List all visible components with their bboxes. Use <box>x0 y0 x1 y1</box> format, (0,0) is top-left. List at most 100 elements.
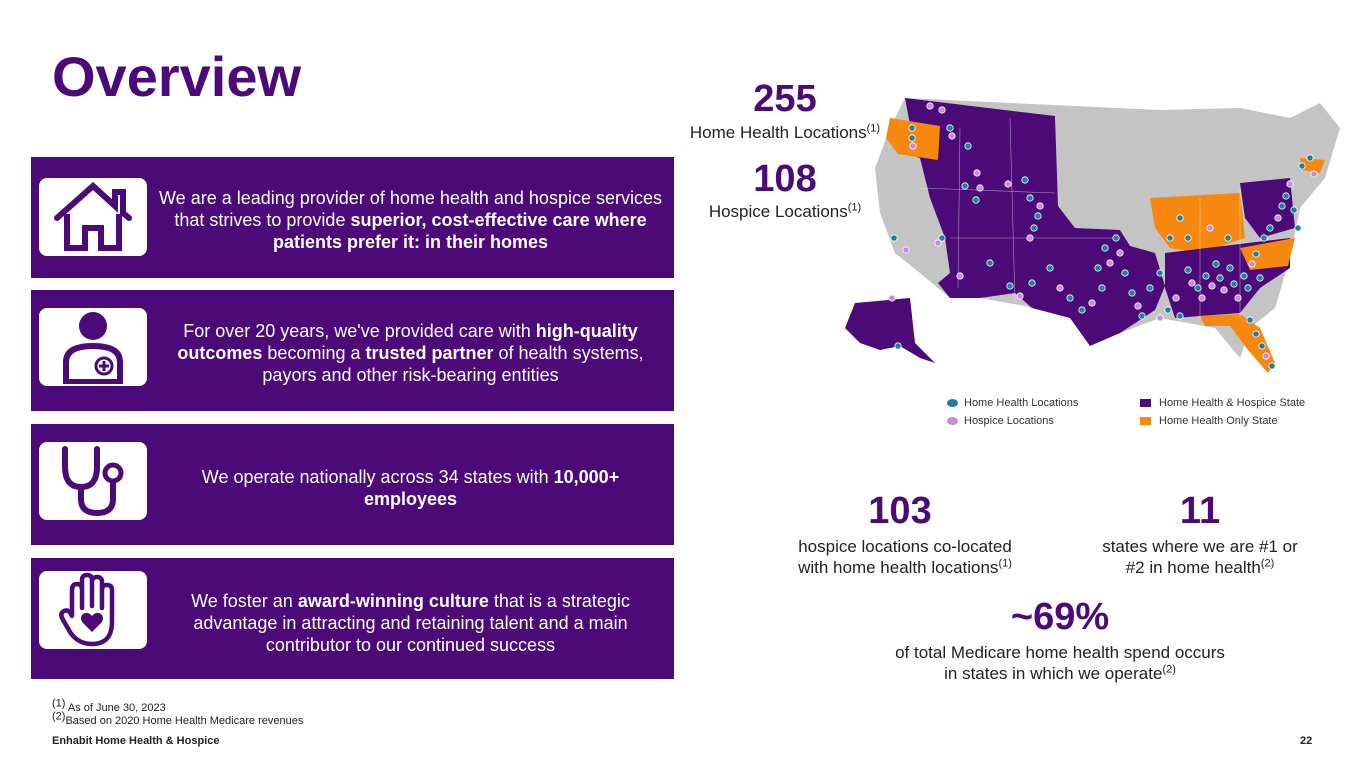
stat-hospice-value: 108 <box>753 158 817 200</box>
home-health-location-dot <box>1240 272 1248 280</box>
home-health-location-dot <box>1244 284 1252 292</box>
map-hh-hospice-west <box>905 98 1165 346</box>
hospice-location-dot <box>1016 292 1024 300</box>
hospice-location-dot <box>1188 279 1196 287</box>
hospice-location-dot <box>1134 302 1142 310</box>
hand-heart-icon <box>59 572 115 647</box>
hospice-location-dot <box>1172 294 1180 302</box>
home-health-location-dot <box>1146 284 1154 292</box>
home-health-location-dot <box>1202 272 1210 280</box>
home-health-location-dot <box>1194 284 1202 292</box>
hospice-location-dot <box>1208 282 1216 290</box>
home-health-location-dot <box>1138 312 1146 320</box>
legend-hospice-locations: Hospice Locations <box>947 415 1054 427</box>
legend-home-health-locations: Home Health Locations <box>947 397 1078 409</box>
map-none-california <box>888 148 950 283</box>
house-icon <box>54 182 132 251</box>
hospice-location-dot <box>934 239 942 247</box>
box-text: We are a leading provider of home health… <box>159 188 662 252</box>
box-text: For over 20 years, we've provided care w… <box>177 321 644 385</box>
home-health-location-dot <box>1028 279 1036 287</box>
info-box-quality: For over 20 years, we've provided care w… <box>31 290 674 411</box>
hospice-location-dot <box>956 272 964 280</box>
home-health-location-dot <box>1268 362 1276 370</box>
hospice-location-dot <box>888 294 896 302</box>
home-health-location-dot <box>1216 274 1224 282</box>
hospice-location-dot <box>926 102 934 110</box>
footer-company: Enhabit Home Health & Hospice <box>52 735 220 747</box>
home-health-location-dot <box>1166 234 1174 242</box>
purple-swatch <box>1140 399 1151 407</box>
box-text: We operate nationally across 34 states w… <box>201 467 620 509</box>
hospice-location-dot <box>1004 180 1012 188</box>
home-health-location-dot <box>1184 234 1192 242</box>
home-health-location-dot <box>964 142 972 150</box>
hospice-location-dot <box>1220 286 1228 294</box>
footnote-1: (1) As of June 30, 2023 <box>52 697 166 714</box>
home-health-location-dot <box>1260 234 1268 242</box>
home-health-location-dot <box>890 234 898 242</box>
info-box-provider: We are a leading provider of home health… <box>31 157 674 278</box>
home-health-location-dot <box>1256 274 1264 282</box>
hospice-location-dot <box>1026 234 1034 242</box>
home-health-location-dot <box>1212 260 1220 268</box>
map-hh-hospice-pa <box>1240 178 1295 238</box>
home-health-location-dot <box>1128 289 1136 297</box>
home-health-location-dot <box>1230 280 1238 288</box>
home-health-location-dot <box>1184 266 1192 274</box>
hospice-location-dot <box>909 142 917 150</box>
hospice-location-dot <box>1286 180 1294 188</box>
home-health-location-dot <box>986 259 994 267</box>
icon-container <box>39 178 147 256</box>
hospice-location-dot <box>1106 259 1114 267</box>
map-hh-only-midwest <box>1150 193 1245 253</box>
map-location-dots <box>888 102 1318 370</box>
box-text: We foster an award-winning culture that … <box>191 591 630 655</box>
home-health-location-dot <box>1078 306 1086 314</box>
home-health-location-dot <box>1176 312 1184 320</box>
home-health-location-dot <box>1290 206 1298 214</box>
home-health-location-dot <box>908 134 916 142</box>
home-health-location-dot <box>1021 176 1029 184</box>
legend-hh-hospice-state: Home Health & Hospice State <box>1140 397 1305 409</box>
hospice-location-dot <box>948 132 956 140</box>
hospice-dot-swatch <box>947 417 958 425</box>
stat-home-health-label: Home Health Locations(1) <box>689 122 881 142</box>
stethoscope-icon <box>62 446 124 517</box>
hospice-location-dot <box>976 184 984 192</box>
hospice-location-dot <box>1116 249 1124 257</box>
hospice-location-dot <box>1156 314 1164 322</box>
hospice-location-dot <box>1088 299 1096 307</box>
home-health-location-dot <box>894 342 902 350</box>
orange-swatch <box>1140 417 1151 425</box>
hospice-location-dot <box>973 169 981 177</box>
home-health-location-dot <box>1046 264 1054 272</box>
hospice-location-dot <box>1056 284 1064 292</box>
stat-colocated-value: 103 <box>868 490 932 532</box>
icon-container <box>39 571 147 649</box>
home-health-location-dot <box>946 124 954 132</box>
hospice-location-dot <box>1262 352 1270 360</box>
home-health-location-dot <box>1282 192 1290 200</box>
hospice-location-dot <box>1234 294 1242 302</box>
stat-states-rank-label: states where we are #1 or #2 in home hea… <box>1102 537 1298 577</box>
info-box-national: We operate nationally across 34 states w… <box>31 424 674 545</box>
hospice-location-dot <box>1198 294 1206 302</box>
page-number: 22 <box>1300 735 1313 747</box>
home-health-location-dot <box>1094 264 1102 272</box>
home-health-location-dot <box>1224 234 1232 242</box>
map-none-dakotas <box>1055 116 1142 188</box>
home-health-location-dot <box>1112 234 1120 242</box>
stat-medicare-label: of total Medicare home health spend occu… <box>895 643 1225 683</box>
stat-states-rank-value: 11 <box>1179 490 1221 532</box>
home-health-location-dot <box>1252 250 1260 258</box>
map-hh-only-ma <box>1300 158 1325 173</box>
hospice-location-dot <box>1036 202 1044 210</box>
home-health-location-dot <box>1156 269 1164 277</box>
hospice-location-dot <box>938 106 946 114</box>
hospice-location-dot <box>1274 214 1282 222</box>
page-title: Overview <box>52 45 302 108</box>
home-health-location-dot <box>1176 214 1184 222</box>
us-locations-map <box>845 98 1340 373</box>
home-health-location-dot <box>1034 212 1042 220</box>
